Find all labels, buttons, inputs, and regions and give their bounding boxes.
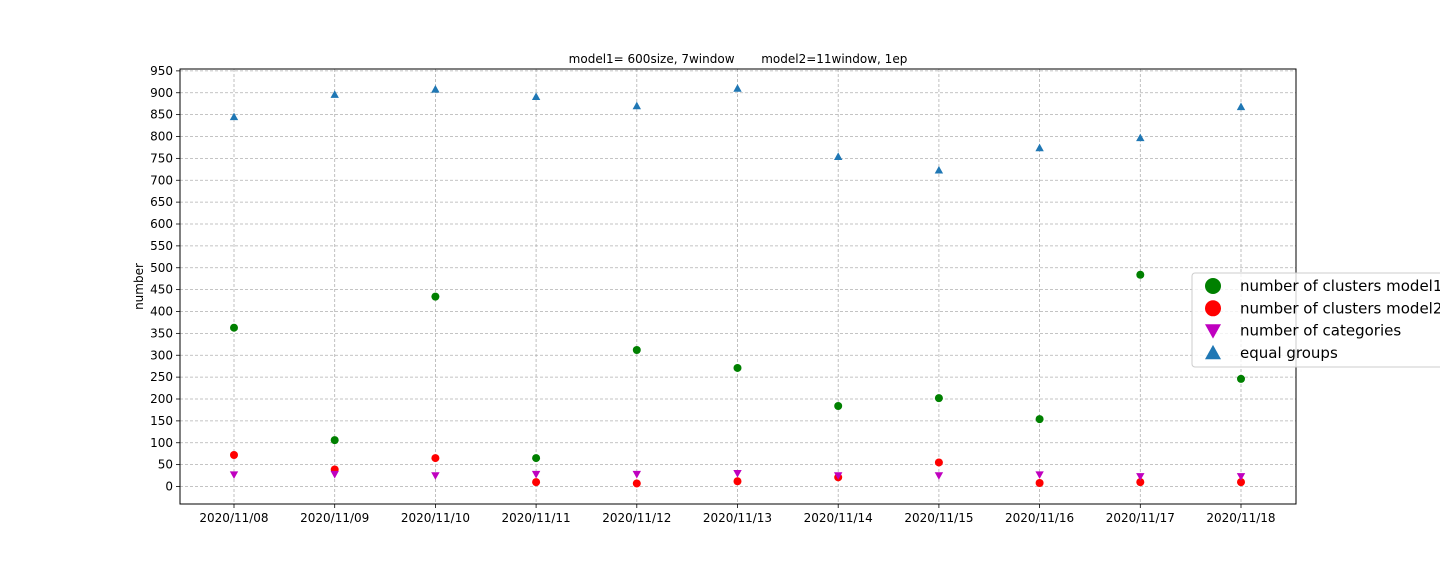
legend-label: number of clusters model2 <box>1240 299 1440 317</box>
data-point <box>1136 478 1145 487</box>
y-axis: 0 50 100 150 200 250 300 350 400 450 500 550 600 650 7… <box>150 64 180 494</box>
data-point <box>532 454 541 463</box>
legend-marker <box>1205 300 1221 317</box>
data-point <box>1035 143 1044 152</box>
data-point <box>934 394 943 403</box>
data-point <box>330 436 339 445</box>
y-tick-label: 950 <box>150 64 173 78</box>
data-point <box>632 479 641 488</box>
series-4 <box>229 84 1246 174</box>
data-point <box>1035 471 1044 479</box>
data-point <box>934 165 944 174</box>
x-tick-label: 2020/11/18 <box>1206 511 1275 525</box>
y-axis-label: number <box>132 263 146 310</box>
y-tick-label: 550 <box>150 239 173 253</box>
series-3 <box>229 470 1246 481</box>
x-axis: 2020/11/08 2020/11/09 2020/11/10 2020/11/11… <box>199 504 1276 525</box>
data-point <box>733 470 742 478</box>
y-tick-label: 50 <box>158 458 173 472</box>
data-point <box>230 323 238 332</box>
legend-label: number of clusters model1 <box>1240 277 1440 295</box>
data-point <box>1136 473 1145 481</box>
y-tick-label: 350 <box>150 326 173 340</box>
x-tick-label: 2020/11/08 <box>199 511 268 525</box>
y-tick-label: 600 <box>150 217 173 231</box>
data-point <box>229 471 239 479</box>
data-point <box>531 470 541 479</box>
data-point <box>733 477 742 486</box>
data-point <box>431 454 440 463</box>
y-tick-label: 0 <box>165 480 173 494</box>
data-point <box>1035 479 1044 487</box>
data-point <box>834 152 843 160</box>
y-tick-label: 450 <box>150 283 173 297</box>
plot-area <box>179 68 1297 505</box>
y-tick-label: 800 <box>150 130 173 144</box>
data-point <box>1237 374 1245 383</box>
x-tick-label: 2020/11/10 <box>401 511 470 525</box>
data-point <box>230 451 238 459</box>
x-tick-label: 2020/11/14 <box>804 511 873 525</box>
x-tick-label: 2020/11/11 <box>502 511 571 525</box>
data-point <box>733 84 742 92</box>
data-point <box>1236 102 1246 111</box>
data-point <box>632 346 641 354</box>
data-point <box>632 101 641 110</box>
data-point <box>431 472 440 480</box>
x-tick-label: 2020/11/13 <box>703 511 772 525</box>
data-point <box>1035 415 1044 424</box>
data-point <box>330 90 339 98</box>
x-tick-label: 2020/11/17 <box>1106 511 1175 525</box>
data-point <box>834 402 843 410</box>
y-tick-label: 250 <box>150 370 173 384</box>
y-tick-label: 150 <box>150 414 173 428</box>
data-point <box>531 92 541 101</box>
legend-box <box>1191 272 1440 368</box>
data-point <box>330 470 339 479</box>
data-point <box>733 363 742 372</box>
data-point <box>1136 270 1145 279</box>
legend-marker <box>1205 344 1221 360</box>
legend-item: number of categories <box>1205 322 1401 340</box>
legend-label: equal groups <box>1240 344 1338 362</box>
legend-marker <box>1205 278 1221 294</box>
y-tick-label: 200 <box>150 392 173 406</box>
x-tick-label: 2020/11/09 <box>300 511 369 525</box>
data-point <box>431 292 440 301</box>
legend-marker <box>1205 324 1221 339</box>
data-point <box>229 112 239 121</box>
chart-title: model1= 600size, 7window model2=11window… <box>569 52 908 66</box>
data-point <box>1136 133 1145 142</box>
y-tick-label: 100 <box>150 436 173 450</box>
data-points <box>229 84 1246 488</box>
y-tick-label: 900 <box>150 86 173 100</box>
legend-item: number of clusters model2 <box>1205 299 1440 317</box>
data-point <box>632 470 641 479</box>
legend: number of clusters model1 number of clust… <box>1191 272 1440 368</box>
y-tick-label: 850 <box>150 108 173 122</box>
series-1 <box>230 270 1245 463</box>
data-point <box>431 85 440 93</box>
data-point <box>934 458 943 467</box>
x-tick-label: 2020/11/12 <box>602 511 671 525</box>
data-point <box>1236 473 1246 481</box>
y-tick-label: 400 <box>150 305 173 319</box>
grid <box>180 69 1296 504</box>
data-point <box>532 478 541 487</box>
y-tick-label: 500 <box>150 261 173 275</box>
x-tick-label: 2020/11/15 <box>904 511 973 525</box>
y-tick-label: 750 <box>150 151 173 165</box>
y-tick-label: 700 <box>150 173 173 187</box>
data-point <box>834 472 843 480</box>
data-point <box>934 472 944 480</box>
legend-label: number of categories <box>1240 322 1401 340</box>
y-tick-label: 650 <box>150 195 173 209</box>
legend-item: number of clusters model1 <box>1205 277 1440 295</box>
legend-item: equal groups <box>1205 344 1338 362</box>
data-point <box>1237 478 1245 487</box>
x-tick-label: 2020/11/16 <box>1005 511 1074 525</box>
y-tick-label: 300 <box>150 348 173 362</box>
